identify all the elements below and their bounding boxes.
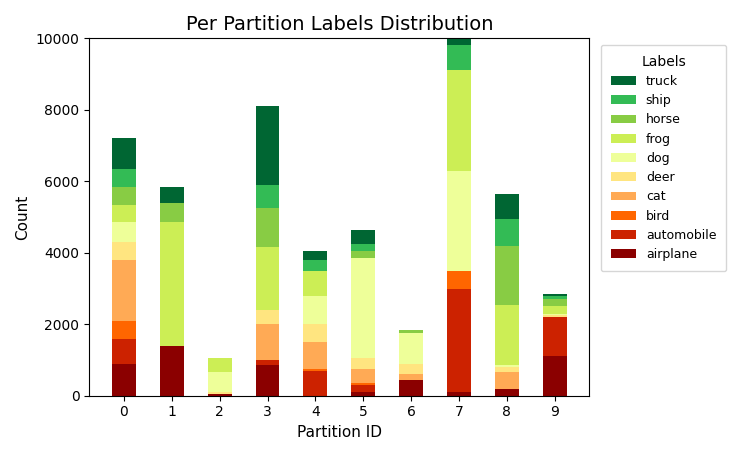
Bar: [303, 296, 327, 324]
Bar: [112, 321, 136, 339]
Bar: [495, 389, 519, 396]
Bar: [112, 169, 136, 187]
Bar: [255, 310, 280, 324]
Bar: [447, 22, 471, 46]
Bar: [351, 383, 375, 385]
Bar: [160, 346, 184, 396]
Bar: [543, 313, 567, 315]
Bar: [208, 394, 232, 396]
Bar: [351, 392, 375, 396]
Bar: [543, 296, 567, 299]
Bar: [112, 339, 136, 364]
Bar: [447, 46, 471, 71]
Bar: [399, 333, 423, 364]
Bar: [447, 392, 471, 396]
Bar: [399, 364, 423, 374]
Bar: [255, 324, 280, 360]
Bar: [543, 299, 567, 306]
Bar: [351, 244, 375, 251]
Bar: [112, 364, 136, 396]
Bar: [399, 374, 423, 379]
X-axis label: Partition ID: Partition ID: [297, 425, 382, 440]
Bar: [255, 185, 280, 208]
Bar: [399, 329, 423, 333]
Bar: [255, 365, 280, 396]
Bar: [255, 208, 280, 248]
Bar: [351, 358, 375, 369]
Bar: [495, 304, 519, 365]
Bar: [495, 367, 519, 373]
Bar: [303, 324, 327, 342]
Bar: [208, 373, 232, 392]
Title: Per Partition Labels Distribution: Per Partition Labels Distribution: [186, 15, 493, 34]
Legend: truck, ship, horse, frog, dog, deer, cat, bird, automobile, airplane: truck, ship, horse, frog, dog, deer, cat…: [601, 45, 726, 271]
Bar: [495, 365, 519, 367]
Bar: [303, 371, 327, 396]
Bar: [112, 187, 136, 204]
Bar: [160, 203, 184, 222]
Bar: [447, 171, 471, 271]
Bar: [495, 219, 519, 246]
Bar: [160, 222, 184, 346]
Bar: [543, 306, 567, 313]
Bar: [543, 356, 567, 396]
Bar: [255, 360, 280, 365]
Bar: [447, 288, 471, 392]
Bar: [208, 358, 232, 373]
Bar: [112, 138, 136, 169]
Bar: [303, 271, 327, 296]
Bar: [303, 369, 327, 371]
Bar: [399, 379, 423, 396]
Bar: [495, 194, 519, 219]
Bar: [543, 315, 567, 317]
Bar: [495, 373, 519, 389]
Bar: [351, 385, 375, 392]
Bar: [447, 271, 471, 288]
Bar: [303, 260, 327, 271]
Bar: [351, 229, 375, 244]
Bar: [255, 106, 280, 185]
Bar: [351, 258, 375, 358]
Bar: [351, 251, 375, 258]
Bar: [543, 294, 567, 296]
Bar: [112, 204, 136, 222]
Bar: [543, 317, 567, 356]
Bar: [255, 248, 280, 310]
Bar: [447, 71, 471, 171]
Bar: [495, 246, 519, 304]
Bar: [351, 369, 375, 383]
Bar: [112, 260, 136, 321]
Bar: [303, 342, 327, 369]
Bar: [208, 392, 232, 394]
Y-axis label: Count: Count: [15, 194, 30, 240]
Bar: [160, 187, 184, 203]
Bar: [303, 251, 327, 260]
Bar: [112, 242, 136, 260]
Bar: [112, 222, 136, 242]
